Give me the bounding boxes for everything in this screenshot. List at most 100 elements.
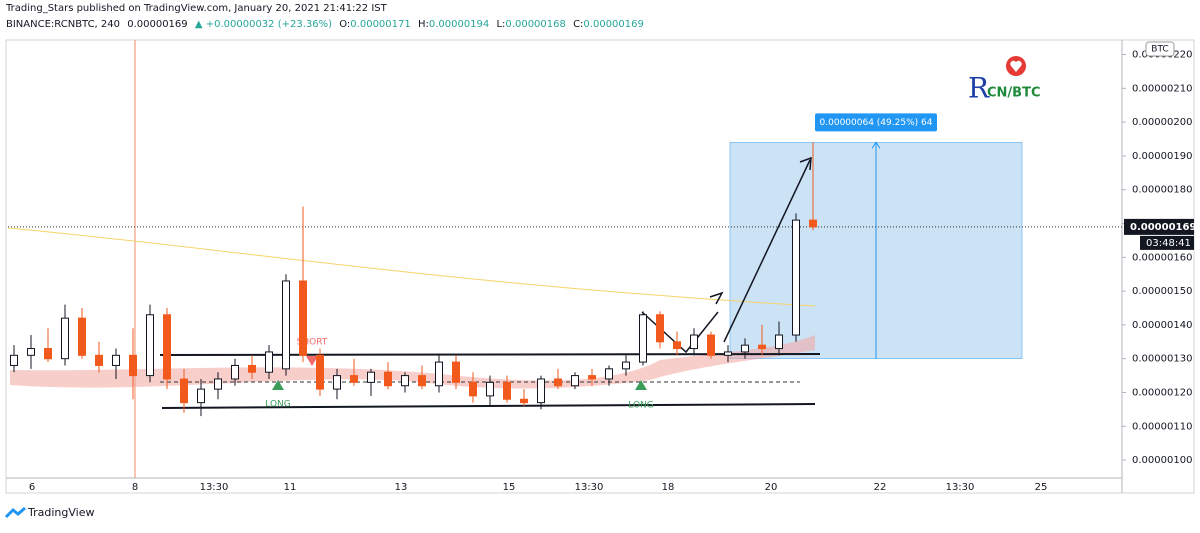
candle-body [639, 314, 647, 363]
candle-body [350, 375, 358, 383]
candle-body [656, 314, 664, 343]
ribbon [10, 335, 815, 389]
candle-body [469, 381, 477, 397]
candle-body [588, 375, 596, 380]
l-label: L: [496, 19, 505, 30]
candle-body [401, 375, 409, 387]
path-arrow-2 [723, 159, 811, 343]
background-layer [8, 141, 1122, 359]
x-tick-label: 13:30 [575, 482, 604, 493]
annotation: LONG [265, 400, 291, 410]
candle-body [61, 317, 69, 360]
x-tick-label: 25 [1035, 482, 1048, 493]
logo-heart [1010, 60, 1022, 72]
candle-body [78, 317, 86, 356]
candle-body [282, 280, 290, 370]
candle-body [214, 378, 222, 390]
candle-body [537, 378, 545, 404]
candle-body [792, 219, 800, 336]
resistance-line [159, 353, 821, 356]
candle-body [724, 351, 732, 356]
symbol-line: BINANCE:RCNBTC, 240 0.00000169 ▲ +0.0000… [6, 19, 644, 30]
countdown-bg [1140, 235, 1194, 250]
candle-body [707, 334, 715, 356]
candle-body [503, 381, 511, 400]
logo-text: CN/BTC [987, 86, 1041, 101]
candle-body [95, 354, 103, 366]
y-tick-label: 0.00000160 [1132, 252, 1192, 263]
x-tick-label: 20 [765, 482, 778, 493]
symbol: BINANCE:RCNBTC, 240 [6, 19, 120, 30]
measure-label-bg [815, 113, 937, 132]
candle-body [316, 354, 324, 390]
last-price: 0.00000169 [1130, 222, 1196, 233]
candle-body [554, 378, 562, 387]
x-tick-label: 11 [284, 482, 297, 493]
x-tick-label: 15 [503, 482, 516, 493]
y-tick-label: 0.00000120 [1132, 387, 1192, 398]
annotation: LONG [628, 401, 654, 411]
candle-body [520, 398, 528, 404]
last-price-bg [1124, 218, 1194, 235]
candle-body [10, 354, 18, 366]
y-tick-label: 0.00000210 [1132, 83, 1192, 94]
candle-body [163, 314, 171, 380]
candle-body [299, 280, 307, 356]
candle-body [112, 354, 120, 366]
candle-body [741, 344, 749, 353]
currency-badge [1145, 41, 1175, 57]
candle-body [758, 344, 766, 350]
measure-arrow-head [871, 141, 881, 149]
short-marker [306, 356, 318, 366]
countdown: 03:48:41 [1146, 238, 1191, 249]
arrow-heads [709, 156, 812, 305]
footer: TradingView [27, 506, 94, 519]
c-label: C: [573, 19, 583, 30]
candle-body [435, 361, 443, 387]
x-tick-label: 13:30 [200, 482, 229, 493]
candle-body [197, 388, 205, 404]
candle-body [605, 368, 613, 380]
candle-body [248, 364, 256, 373]
support-line [161, 403, 816, 409]
candle-body [146, 314, 154, 377]
long-marker [272, 380, 284, 390]
candle-body [367, 371, 375, 383]
y-tick-label: 0.00000130 [1132, 354, 1192, 365]
price: 0.00000169 [127, 19, 187, 30]
candle-body [231, 364, 239, 380]
y-tick-label: 0.00000110 [1132, 421, 1192, 432]
candle-body [775, 334, 783, 350]
candle-body [622, 361, 630, 370]
candle-body [486, 381, 494, 397]
candle-body [333, 375, 341, 390]
moving-average [7, 227, 816, 307]
frame [5, 39, 1195, 494]
y-tick-label: 0.00000100 [1132, 455, 1192, 466]
tv-logo [4, 506, 26, 519]
x-tick-label: 8 [132, 482, 138, 493]
candle-body [129, 354, 137, 377]
long-marker [635, 380, 647, 390]
o-value: 0.00000171 [350, 19, 410, 30]
change: ▲ +0.00000032 (+23.36%) [195, 19, 332, 30]
candle-body [180, 378, 188, 404]
x-tick-label: 18 [662, 482, 675, 493]
measure-label: 0.00000064 (49.25%) 64 [820, 118, 933, 128]
x-tick-label: 13 [395, 482, 408, 493]
h-label: H: [418, 19, 429, 30]
y-tick-label: 0.00000200 [1132, 117, 1192, 128]
candle-body [809, 219, 817, 228]
h-value: 0.00000194 [429, 19, 489, 30]
y-tick-label: 0.00000190 [1132, 151, 1192, 162]
y-tick-label: 0.00000140 [1132, 320, 1192, 331]
l-value: 0.00000168 [505, 19, 565, 30]
x-tick-label: 6 [29, 482, 35, 493]
x-tick-label: 22 [874, 482, 887, 493]
candle-body [673, 341, 681, 350]
currency: BTC [1151, 45, 1168, 55]
o-label: O: [339, 19, 350, 30]
x-tick-label: 13:30 [946, 482, 975, 493]
y-tick-label: 0.00000180 [1132, 185, 1192, 196]
